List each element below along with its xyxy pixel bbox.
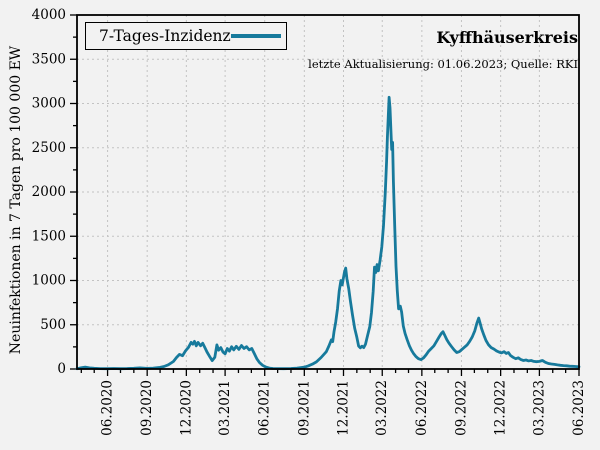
legend-line-sample [231, 33, 281, 39]
svg-text:4000: 4000 [32, 7, 66, 23]
svg-text:3500: 3500 [32, 51, 66, 67]
svg-text:09.2020: 09.2020 [139, 380, 155, 436]
svg-text:06.2020: 06.2020 [100, 380, 116, 436]
svg-text:06.2022: 06.2022 [414, 380, 430, 436]
svg-text:06.2021: 06.2021 [257, 380, 273, 436]
svg-text:03.2021: 03.2021 [217, 380, 233, 436]
y-axis-title: Neuinfektionen in 7 Tagen pro 100 000 EW [8, 45, 24, 355]
svg-text:09.2021: 09.2021 [296, 380, 312, 436]
svg-text:12.2021: 12.2021 [335, 380, 351, 436]
chart-subtitle: letzte Aktualisierung: 01.06.2023; Quell… [308, 57, 578, 71]
svg-text:06.2023: 06.2023 [571, 380, 587, 436]
svg-text:2000: 2000 [32, 184, 66, 200]
legend-label: 7-Tages-Inzidenz [99, 27, 231, 45]
svg-text:03.2022: 03.2022 [374, 380, 390, 436]
legend: 7-Tages-Inzidenz [85, 22, 287, 50]
chart-title: Kyffhäuserkreis [436, 28, 578, 47]
svg-text:1000: 1000 [32, 273, 66, 289]
svg-text:1500: 1500 [32, 228, 66, 244]
svg-text:03.2023: 03.2023 [531, 380, 547, 436]
svg-text:2500: 2500 [32, 140, 66, 156]
svg-text:3000: 3000 [32, 96, 66, 112]
svg-text:12.2022: 12.2022 [493, 380, 509, 436]
svg-text:09.2022: 09.2022 [453, 380, 469, 436]
svg-text:0: 0 [57, 361, 66, 377]
svg-text:12.2020: 12.2020 [178, 380, 194, 436]
svg-text:500: 500 [40, 317, 66, 333]
